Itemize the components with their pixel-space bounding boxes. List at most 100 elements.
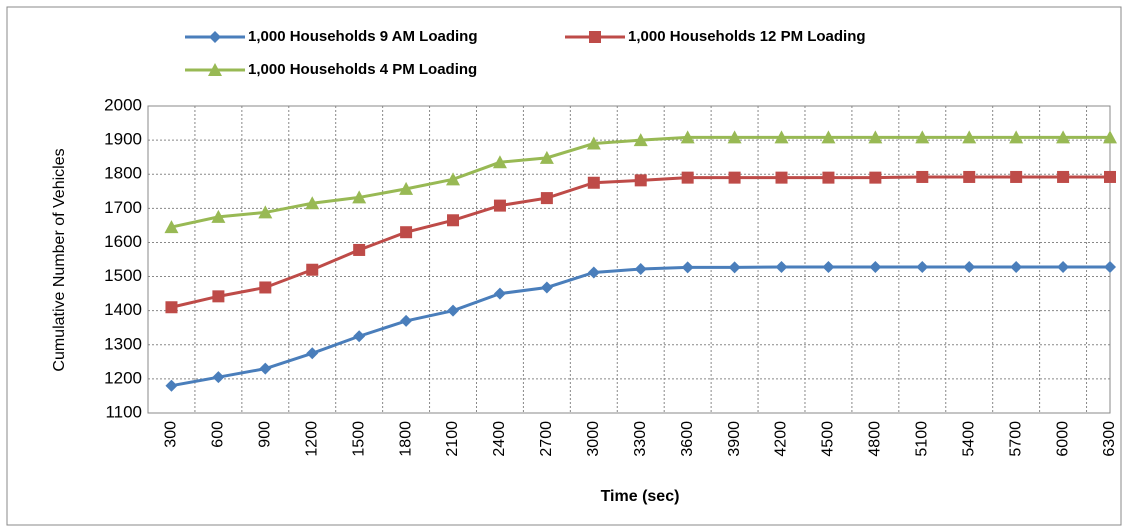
legend-label: 1,000 Households 4 PM Loading <box>248 61 477 78</box>
marker <box>209 31 221 43</box>
marker <box>728 261 741 274</box>
marker <box>493 199 506 212</box>
marker <box>633 133 648 147</box>
x-tick-label: 6300 <box>1101 421 1118 457</box>
x-tick-label: 4200 <box>773 421 790 457</box>
marker <box>1009 130 1024 144</box>
marker <box>774 130 789 144</box>
marker <box>1104 261 1116 274</box>
marker <box>1056 130 1071 144</box>
marker <box>400 314 413 327</box>
y-tick-label: 1500 <box>104 266 142 285</box>
marker <box>916 261 929 274</box>
marker <box>306 347 319 360</box>
y-tick-label: 1800 <box>104 164 142 183</box>
marker <box>493 287 506 300</box>
marker <box>447 214 460 227</box>
x-tick-label: 1800 <box>397 421 414 457</box>
marker <box>540 192 553 205</box>
marker <box>447 304 460 317</box>
marker <box>1103 130 1117 144</box>
y-tick-label: 1100 <box>105 402 142 421</box>
plot-area <box>147 105 1111 414</box>
x-tick-label: 3600 <box>679 421 696 457</box>
marker <box>1010 170 1023 183</box>
x-tick-label: 3000 <box>585 421 602 457</box>
marker <box>212 371 225 384</box>
marker <box>353 330 366 343</box>
marker <box>681 171 694 184</box>
marker <box>1057 170 1070 183</box>
marker <box>822 261 835 274</box>
y-tick-label: 1300 <box>104 334 142 353</box>
x-tick-label: 2700 <box>538 421 555 457</box>
y-tick-label: 1200 <box>104 368 142 387</box>
x-tick-label: 1200 <box>303 421 320 457</box>
y-tick-label: 1400 <box>104 300 142 319</box>
legend-label: 1,000 Households 12 PM Loading <box>628 28 866 45</box>
marker <box>259 281 272 294</box>
y-tick-label: 1900 <box>104 130 142 149</box>
marker <box>353 243 366 256</box>
marker <box>400 226 413 239</box>
y-tick-label: 1700 <box>104 198 142 217</box>
marker <box>728 171 741 184</box>
x-tick-label: 6000 <box>1054 421 1071 457</box>
marker <box>586 136 601 150</box>
x-tick-label: 5100 <box>914 421 931 457</box>
y-tick-label: 2000 <box>104 95 142 114</box>
marker <box>775 171 788 184</box>
x-tick-label: 4800 <box>867 421 884 457</box>
marker <box>822 171 835 184</box>
marker <box>212 290 225 303</box>
marker <box>916 170 929 183</box>
marker <box>680 130 695 144</box>
marker <box>165 379 178 392</box>
x-tick-label: 3900 <box>726 421 743 457</box>
marker <box>306 263 319 276</box>
marker <box>681 261 694 274</box>
marker <box>587 176 600 189</box>
marker <box>634 263 647 276</box>
x-axis-label: Time (sec) <box>601 488 680 505</box>
x-tick-label: 5700 <box>1007 421 1024 457</box>
x-tick-label: 600 <box>210 421 227 448</box>
marker <box>868 130 883 144</box>
marker <box>634 174 647 187</box>
marker <box>1104 170 1116 183</box>
marker <box>352 190 367 204</box>
marker <box>540 281 553 294</box>
marker <box>963 261 976 274</box>
marker <box>587 266 600 279</box>
x-tick-label: 900 <box>257 421 274 448</box>
y-tick-label: 1600 <box>104 232 142 251</box>
x-tick-label: 3300 <box>632 421 649 457</box>
marker <box>492 155 507 169</box>
marker <box>446 172 461 186</box>
marker <box>869 261 882 274</box>
x-tick-label: 2100 <box>444 421 461 457</box>
marker <box>962 130 977 144</box>
marker <box>258 205 273 219</box>
marker <box>821 130 836 144</box>
marker <box>305 196 320 210</box>
marker <box>208 63 222 76</box>
marker <box>869 171 882 184</box>
legend-label: 1,000 Households 9 AM Loading <box>248 28 477 45</box>
y-axis-label: Cumulative Number of Vehicles <box>51 148 68 371</box>
x-tick-label: 5400 <box>960 421 977 457</box>
marker <box>164 220 179 234</box>
marker <box>165 301 178 314</box>
marker <box>1010 261 1023 274</box>
marker <box>211 209 226 223</box>
marker <box>775 261 788 274</box>
marker <box>915 130 930 144</box>
marker <box>539 150 554 164</box>
x-tick-label: 4500 <box>820 421 837 457</box>
x-tick-label: 300 <box>163 421 180 448</box>
x-tick-label: 1500 <box>350 421 367 457</box>
x-tick-label: 2400 <box>491 421 508 457</box>
marker <box>1057 261 1070 274</box>
marker <box>727 130 742 144</box>
